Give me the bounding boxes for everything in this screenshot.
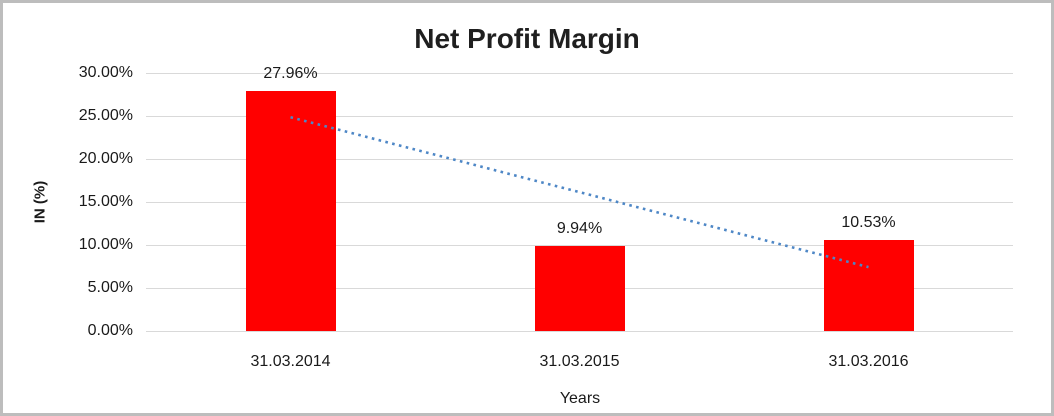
bar-31.03.2015 <box>534 245 625 331</box>
y-tick-label: 20.00% <box>78 150 133 167</box>
y-tick-label: 10.00% <box>78 236 133 253</box>
chart-title: Net Profit Margin <box>414 23 640 54</box>
y-tick-label: 0.00% <box>87 322 133 339</box>
y-tick-label: 15.00% <box>78 193 133 210</box>
category-label: 31.03.2016 <box>828 353 909 370</box>
y-tick-label: 25.00% <box>78 107 133 124</box>
bar-value-label: 9.94% <box>556 219 603 237</box>
y-tick-label: 5.00% <box>87 279 133 296</box>
gridline <box>146 330 1013 332</box>
bar-value-label: 27.96% <box>263 64 318 82</box>
bar-value-label: 10.53% <box>841 214 896 232</box>
category-label: 31.03.2014 <box>250 353 331 370</box>
x-axis-title: Years <box>559 390 601 407</box>
bar-31.03.2014 <box>245 90 336 331</box>
category-label: 31.03.2015 <box>539 353 620 370</box>
y-tick-label: 30.00% <box>78 64 133 81</box>
bar-31.03.2016 <box>823 240 914 331</box>
gridline <box>146 72 1013 74</box>
